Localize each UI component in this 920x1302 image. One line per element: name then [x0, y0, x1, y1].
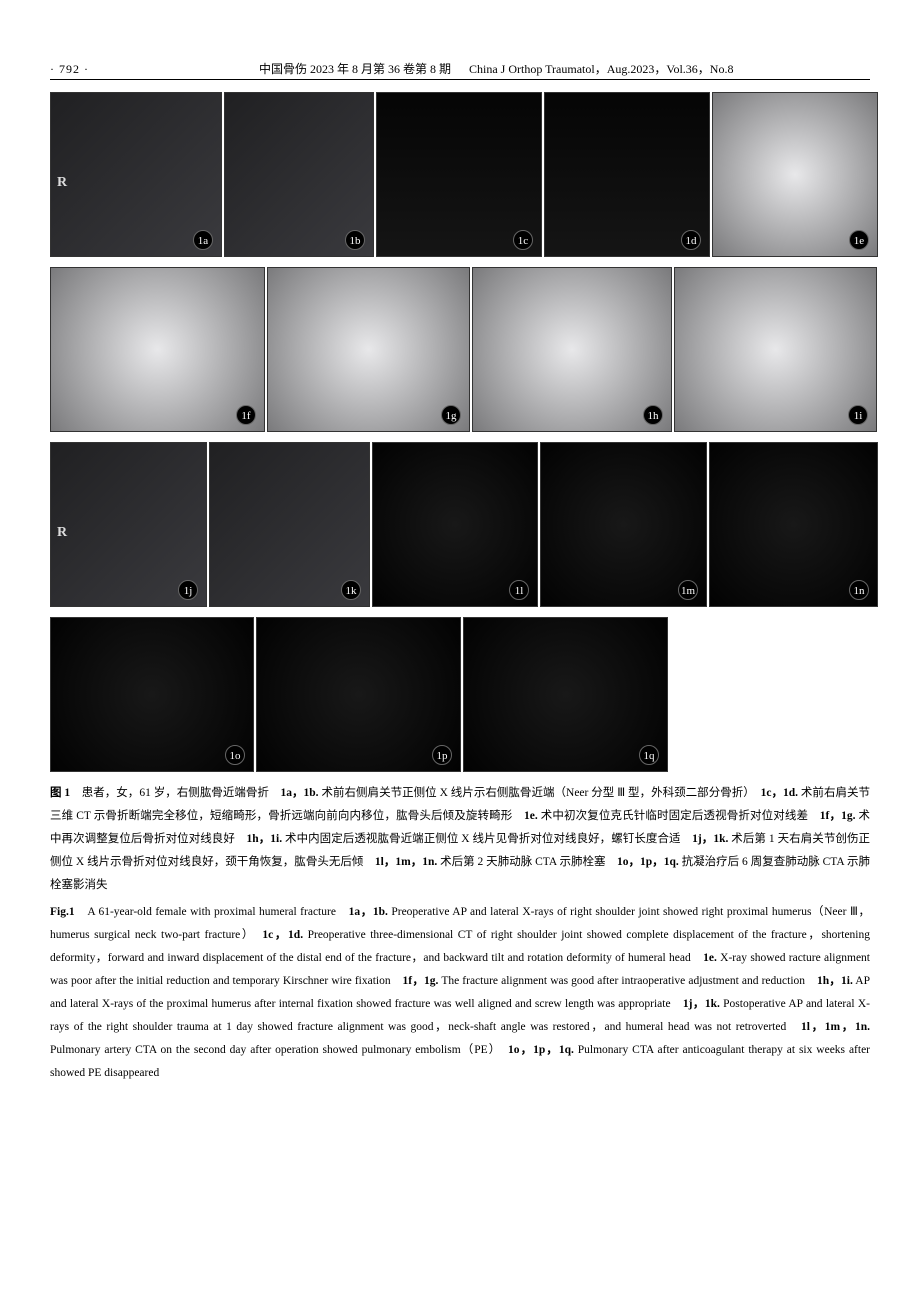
caption-label: 1e. — [524, 810, 538, 822]
radiograph-side-marker: R — [57, 525, 67, 541]
figure-image-1k: 1k — [209, 442, 370, 607]
figure-caption-cn: 图 1 患者，女，61 岁，右侧肱骨近端骨折 1a，1b. 术前右侧肩关节正侧位… — [50, 782, 870, 897]
journal-title-en: China J Orthop Traumatol，Aug.2023，Vol.36… — [469, 60, 733, 77]
figure-image-1m: 1m — [540, 442, 707, 607]
page-number: · 792 · — [50, 62, 89, 77]
caption-label: 1c，1d. — [761, 787, 798, 799]
figure-sublabel: 1k — [341, 580, 361, 600]
caption-text: 患者，女，61 岁，右侧肱骨近端骨折 — [70, 787, 280, 799]
caption-text: 术后第 2 天肺动脉 CTA 示肺栓塞 — [437, 856, 617, 868]
figure-sublabel: 1d — [681, 230, 701, 250]
figure-sublabel: 1m — [678, 580, 698, 600]
figure-sublabel: 1e — [849, 230, 869, 250]
caption-label: 图 1 — [50, 787, 70, 799]
figure-row: 1o 1p 1q — [50, 617, 870, 772]
figure-row: 1j R 1k 1l 1m 1n — [50, 442, 870, 607]
figure-row: 1f 1g 1h 1i — [50, 267, 870, 432]
caption-label: 1c，1d. — [262, 929, 303, 941]
figure-image-1j: 1j R — [50, 442, 207, 607]
figure-sublabel: 1a — [193, 230, 213, 250]
caption-label: 1j，1k. — [692, 833, 728, 845]
figure-sublabel: 1n — [849, 580, 869, 600]
figure-image-1g: 1g — [267, 267, 470, 432]
caption-label: 1f，1g. — [820, 810, 856, 822]
figure-sublabel: 1h — [643, 405, 663, 425]
figure-image-1a: 1a R — [50, 92, 222, 257]
figure-image-1e: 1e — [712, 92, 878, 257]
figure-sublabel: 1q — [639, 745, 659, 765]
caption-label: 1o，1p，1q. — [508, 1044, 574, 1056]
figure-image-1b: 1b — [224, 92, 374, 257]
caption-label: 1h，1i. — [246, 833, 282, 845]
figure-image-1q: 1q — [463, 617, 668, 772]
figure-image-1f: 1f — [50, 267, 265, 432]
caption-label: 1e. — [703, 952, 717, 964]
caption-label: 1o，1p，1q. — [617, 856, 679, 868]
caption-text: Pulmonary artery CTA on the second day a… — [50, 1044, 508, 1056]
figure-sublabel: 1o — [225, 745, 245, 765]
caption-label: 1h，1i. — [817, 975, 853, 987]
figure-sublabel: 1g — [441, 405, 461, 425]
figure-image-1d: 1d — [544, 92, 710, 257]
caption-label: 1a，1b. — [349, 906, 388, 918]
caption-text: The fracture alignment was good after in… — [438, 975, 817, 987]
page-content: · 792 · 中国骨伤 2023 年 8 月第 36 卷第 8 期 China… — [0, 0, 920, 1125]
caption-text: 术中内固定后透视肱骨近端正侧位 X 线片见骨折对位对线良好，螺钉长度合适 — [282, 833, 692, 845]
figure-sublabel: 1c — [513, 230, 533, 250]
figure-image-1p: 1p — [256, 617, 461, 772]
figure-image-1l: 1l — [372, 442, 538, 607]
figure-image-1c: 1c — [376, 92, 542, 257]
caption-text: 术中初次复位克氏针临时固定后透视骨折对位对线差 — [538, 810, 820, 822]
figure-image-1i: 1i — [674, 267, 877, 432]
caption-label: Fig.1 — [50, 906, 75, 918]
caption-text: 术前右侧肩关节正侧位 X 线片示右侧肱骨近端（Neer 分型 Ⅲ 型，外科颈二部… — [319, 787, 761, 799]
figure-sublabel: 1p — [432, 745, 452, 765]
figure-row: 1a R 1b 1c 1d 1e — [50, 92, 870, 257]
caption-label: 1f，1g. — [403, 975, 439, 987]
caption-label: 1j，1k. — [683, 998, 720, 1010]
figure-image-1o: 1o — [50, 617, 254, 772]
caption-label: 1l，1m，1n. — [375, 856, 437, 868]
journal-title-cn: 中国骨伤 2023 年 8 月第 36 卷第 8 期 — [259, 60, 451, 77]
radiograph-side-marker: R — [57, 175, 67, 191]
caption-label: 1a，1b. — [280, 787, 318, 799]
figure-panel: 1a R 1b 1c 1d 1e 1f 1g 1h 1i 1j R 1k 1l 1m 1n 1o 1p 1q — [50, 92, 870, 772]
figure-image-1h: 1h — [472, 267, 672, 432]
caption-text: A 61-year-old female with proximal humer… — [75, 906, 349, 918]
figure-sublabel: 1i — [848, 405, 868, 425]
page-header: · 792 · 中国骨伤 2023 年 8 月第 36 卷第 8 期 China… — [50, 60, 870, 80]
figure-image-1n: 1n — [709, 442, 878, 607]
figure-sublabel: 1j — [178, 580, 198, 600]
figure-sublabel: 1b — [345, 230, 365, 250]
figure-sublabel: 1l — [509, 580, 529, 600]
caption-label: 1l，1m，1n. — [801, 1021, 870, 1033]
figure-caption-en: Fig.1 A 61-year-old female with proximal… — [50, 901, 870, 1085]
figure-sublabel: 1f — [236, 405, 256, 425]
